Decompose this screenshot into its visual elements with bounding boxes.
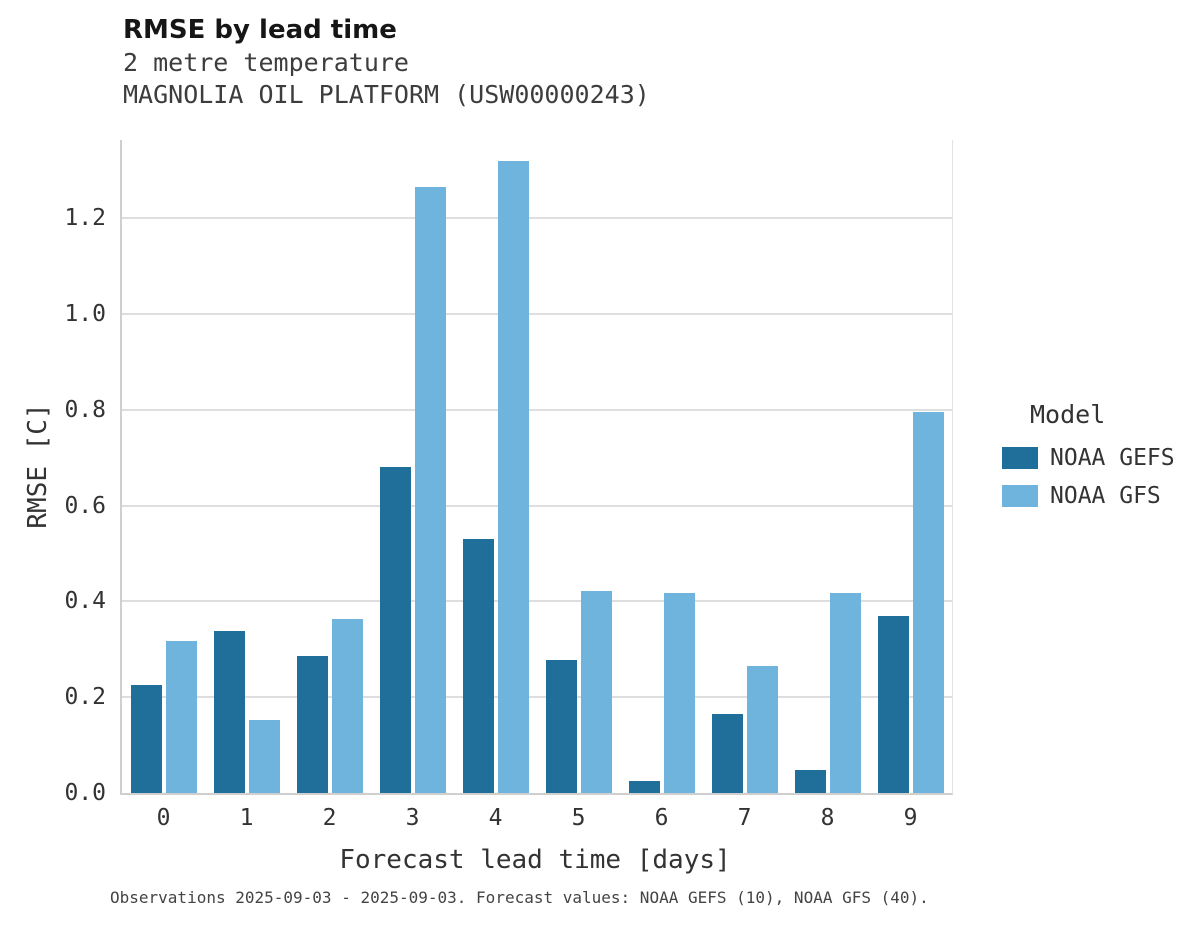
x-tick-label: 7 [737,805,752,831]
legend-swatch-noaa-gfs [1002,485,1038,507]
bar-noaa-gefs-lead-7 [711,713,743,793]
legend-title: Model [1030,400,1106,429]
bar-noaa-gefs-lead-2 [296,656,328,793]
legend: Model NOAA GEFS NOAA GFS [1002,400,1175,521]
bar-noaa-gfs-lead-7 [746,666,778,793]
y-tick-label: 0.6 [64,492,106,519]
bar-noaa-gfs-lead-6 [663,593,695,793]
bar-noaa-gefs-lead-5 [545,660,577,793]
footnote-caption: Observations 2025-09-03 - 2025-09-03. Fo… [110,888,929,907]
y-tick-label: 0.2 [64,684,106,711]
bar-noaa-gfs-lead-1 [248,720,280,793]
chart-subtitle-station: MAGNOLIA OIL PLATFORM (USW00000243) [123,79,650,109]
x-axis-label: Forecast lead time [days] [339,845,731,875]
y-tick-label: 0.0 [64,780,106,806]
plot-area: 0.0 0.2 0.4 0.6 0.8 1.0 1.2 0 1 2 3 4 5 6 7 8 9 [64,140,953,831]
y-tick-label: 1.0 [64,300,106,327]
gridline [122,408,952,411]
x-tick-label: 0 [156,805,171,831]
y-tick-label: 1.2 [64,205,106,232]
bar-noaa-gefs-lead-9 [877,615,909,793]
x-tick-label: 5 [571,805,586,831]
legend-items: NOAA GEFS NOAA GFS [1002,445,1175,509]
bar-noaa-gefs-lead-3 [379,467,411,793]
x-tick-label: 2 [322,805,337,831]
y-tick-label: 0.4 [64,588,106,615]
legend-item: NOAA GFS [1002,483,1175,509]
x-tick-label: 1 [239,805,254,831]
bar-noaa-gefs-lead-1 [213,631,245,793]
gridline [122,312,952,315]
x-tick-label: 8 [820,805,835,831]
legend-swatch-noaa-gefs [1002,447,1038,469]
legend-item: NOAA GEFS [1002,445,1175,471]
gridline [122,600,952,603]
x-tick-label: 3 [405,805,420,831]
bar-noaa-gfs-lead-5 [580,590,612,793]
gridline [122,217,952,220]
bar-noaa-gfs-lead-8 [829,593,861,793]
chart-subtitle-variable: 2 metre temperature [123,47,409,77]
bar-noaa-gefs-lead-4 [462,539,494,793]
bar-noaa-gefs-lead-8 [794,770,826,793]
bar-noaa-gefs-lead-6 [628,781,660,793]
legend-label: NOAA GEFS [1050,445,1175,471]
bar-noaa-gfs-lead-9 [912,412,944,793]
bar-noaa-gfs-lead-3 [414,186,446,793]
bar-noaa-gefs-lead-0 [130,685,162,793]
gridline [122,504,952,507]
chart-title: RMSE by lead time [123,15,397,45]
y-axis-label: RMSE [C] [23,403,53,529]
x-tick-label: 4 [488,805,503,831]
y-tick-label: 0.8 [64,396,106,423]
bar-noaa-gfs-lead-2 [331,619,363,793]
x-tick-label: 6 [654,805,669,831]
gridline [122,696,952,699]
legend-label: NOAA GFS [1050,483,1161,509]
x-tick-label: 9 [903,805,918,831]
bar-noaa-gfs-lead-4 [497,160,529,793]
bar-noaa-gfs-lead-0 [165,641,197,793]
chart-header: RMSE by lead time 2 metre temperature MA… [123,14,650,111]
